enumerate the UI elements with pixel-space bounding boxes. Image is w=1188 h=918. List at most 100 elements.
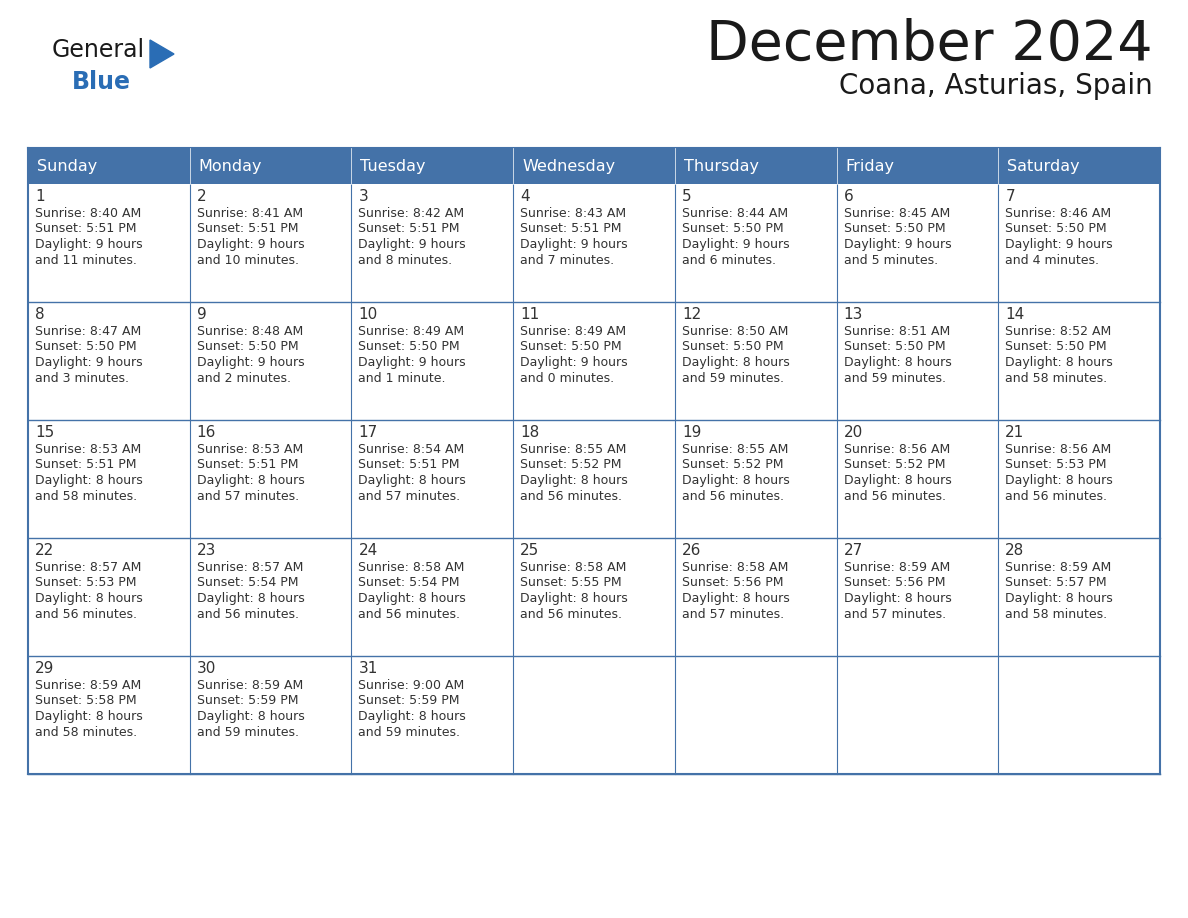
Text: and 8 minutes.: and 8 minutes.	[359, 253, 453, 266]
Text: 17: 17	[359, 425, 378, 440]
Text: Sunset: 5:53 PM: Sunset: 5:53 PM	[1005, 458, 1107, 472]
Text: 18: 18	[520, 425, 539, 440]
Text: Sunrise: 8:47 AM: Sunrise: 8:47 AM	[34, 325, 141, 338]
Bar	[998, 148, 1159, 184]
Bar	[190, 302, 352, 420]
Bar	[513, 420, 675, 538]
Text: Daylight: 8 hours: Daylight: 8 hours	[359, 592, 466, 605]
Text: Sunset: 5:50 PM: Sunset: 5:50 PM	[1005, 341, 1107, 353]
Bar	[998, 184, 1159, 302]
Text: and 57 minutes.: and 57 minutes.	[359, 489, 461, 502]
Text: 19: 19	[682, 425, 701, 440]
Bar	[352, 302, 513, 420]
Text: Sunset: 5:51 PM: Sunset: 5:51 PM	[34, 458, 137, 472]
Text: 13: 13	[843, 307, 862, 322]
Text: 28: 28	[1005, 543, 1024, 558]
Text: Daylight: 8 hours: Daylight: 8 hours	[843, 356, 952, 369]
Text: and 59 minutes.: and 59 minutes.	[682, 372, 784, 385]
Text: Sunset: 5:54 PM: Sunset: 5:54 PM	[359, 577, 460, 589]
Text: 1: 1	[34, 189, 45, 204]
Text: Daylight: 9 hours: Daylight: 9 hours	[359, 238, 466, 251]
Text: Sunrise: 8:53 AM: Sunrise: 8:53 AM	[197, 443, 303, 456]
Text: Monday: Monday	[198, 159, 263, 174]
Text: Sunrise: 8:51 AM: Sunrise: 8:51 AM	[843, 325, 950, 338]
Text: Sunset: 5:51 PM: Sunset: 5:51 PM	[520, 222, 621, 236]
Bar	[29, 420, 190, 538]
Text: Daylight: 8 hours: Daylight: 8 hours	[34, 710, 143, 723]
Text: Sunrise: 8:57 AM: Sunrise: 8:57 AM	[197, 561, 303, 574]
Bar	[836, 184, 998, 302]
Text: and 56 minutes.: and 56 minutes.	[843, 489, 946, 502]
Bar	[352, 538, 513, 656]
Text: Sunset: 5:50 PM: Sunset: 5:50 PM	[843, 222, 946, 236]
Text: and 56 minutes.: and 56 minutes.	[34, 608, 137, 621]
Text: Daylight: 9 hours: Daylight: 9 hours	[843, 238, 952, 251]
Text: Sunset: 5:50 PM: Sunset: 5:50 PM	[843, 341, 946, 353]
Bar	[998, 302, 1159, 420]
Text: Daylight: 8 hours: Daylight: 8 hours	[359, 474, 466, 487]
Text: Sunset: 5:51 PM: Sunset: 5:51 PM	[359, 458, 460, 472]
Text: Sunset: 5:59 PM: Sunset: 5:59 PM	[197, 695, 298, 708]
Text: 31: 31	[359, 661, 378, 676]
Text: 24: 24	[359, 543, 378, 558]
Text: Sunset: 5:50 PM: Sunset: 5:50 PM	[520, 341, 621, 353]
Bar	[513, 184, 675, 302]
Text: Sunset: 5:51 PM: Sunset: 5:51 PM	[359, 222, 460, 236]
Text: Sunset: 5:50 PM: Sunset: 5:50 PM	[197, 341, 298, 353]
Bar	[352, 184, 513, 302]
Text: Sunrise: 8:46 AM: Sunrise: 8:46 AM	[1005, 207, 1112, 220]
Text: Sunrise: 8:40 AM: Sunrise: 8:40 AM	[34, 207, 141, 220]
Bar	[190, 184, 352, 302]
Text: Sunset: 5:50 PM: Sunset: 5:50 PM	[359, 341, 460, 353]
Bar	[836, 302, 998, 420]
Text: Sunrise: 8:55 AM: Sunrise: 8:55 AM	[682, 443, 788, 456]
Text: Daylight: 9 hours: Daylight: 9 hours	[197, 238, 304, 251]
Text: 10: 10	[359, 307, 378, 322]
Text: Sunset: 5:53 PM: Sunset: 5:53 PM	[34, 577, 137, 589]
Text: 30: 30	[197, 661, 216, 676]
Text: and 3 minutes.: and 3 minutes.	[34, 372, 129, 385]
Text: 27: 27	[843, 543, 862, 558]
Text: Coana, Asturias, Spain: Coana, Asturias, Spain	[839, 72, 1154, 100]
Text: Thursday: Thursday	[684, 159, 759, 174]
Bar	[352, 148, 513, 184]
Text: Wednesday: Wednesday	[523, 159, 615, 174]
Text: Sunrise: 8:56 AM: Sunrise: 8:56 AM	[1005, 443, 1112, 456]
Text: Sunrise: 8:57 AM: Sunrise: 8:57 AM	[34, 561, 141, 574]
Text: 23: 23	[197, 543, 216, 558]
Text: Sunset: 5:51 PM: Sunset: 5:51 PM	[197, 458, 298, 472]
Text: Sunset: 5:59 PM: Sunset: 5:59 PM	[359, 695, 460, 708]
Bar	[675, 656, 836, 774]
Text: Daylight: 8 hours: Daylight: 8 hours	[197, 710, 304, 723]
Text: Sunrise: 8:48 AM: Sunrise: 8:48 AM	[197, 325, 303, 338]
Text: Sunrise: 8:59 AM: Sunrise: 8:59 AM	[1005, 561, 1112, 574]
Text: Sunrise: 8:58 AM: Sunrise: 8:58 AM	[359, 561, 465, 574]
Text: Daylight: 8 hours: Daylight: 8 hours	[843, 592, 952, 605]
Bar	[513, 302, 675, 420]
Bar	[352, 420, 513, 538]
Text: 22: 22	[34, 543, 55, 558]
Text: Daylight: 8 hours: Daylight: 8 hours	[682, 592, 790, 605]
Bar	[675, 538, 836, 656]
Text: Sunset: 5:52 PM: Sunset: 5:52 PM	[520, 458, 621, 472]
Text: Daylight: 8 hours: Daylight: 8 hours	[1005, 356, 1113, 369]
Text: Daylight: 8 hours: Daylight: 8 hours	[1005, 474, 1113, 487]
Text: and 56 minutes.: and 56 minutes.	[682, 489, 784, 502]
Text: Daylight: 9 hours: Daylight: 9 hours	[1005, 238, 1113, 251]
Text: Sunrise: 8:58 AM: Sunrise: 8:58 AM	[682, 561, 788, 574]
Text: Sunrise: 8:41 AM: Sunrise: 8:41 AM	[197, 207, 303, 220]
Bar	[29, 302, 190, 420]
Text: Sunset: 5:52 PM: Sunset: 5:52 PM	[682, 458, 783, 472]
Bar	[190, 538, 352, 656]
Text: Friday: Friday	[846, 159, 895, 174]
Text: Sunrise: 8:56 AM: Sunrise: 8:56 AM	[843, 443, 950, 456]
Text: 8: 8	[34, 307, 45, 322]
Text: Daylight: 8 hours: Daylight: 8 hours	[34, 474, 143, 487]
Bar	[836, 538, 998, 656]
Text: Daylight: 9 hours: Daylight: 9 hours	[682, 238, 790, 251]
Text: Daylight: 8 hours: Daylight: 8 hours	[197, 592, 304, 605]
Text: Sunset: 5:51 PM: Sunset: 5:51 PM	[197, 222, 298, 236]
Text: Daylight: 8 hours: Daylight: 8 hours	[359, 710, 466, 723]
Text: Daylight: 8 hours: Daylight: 8 hours	[34, 592, 143, 605]
Bar	[998, 656, 1159, 774]
